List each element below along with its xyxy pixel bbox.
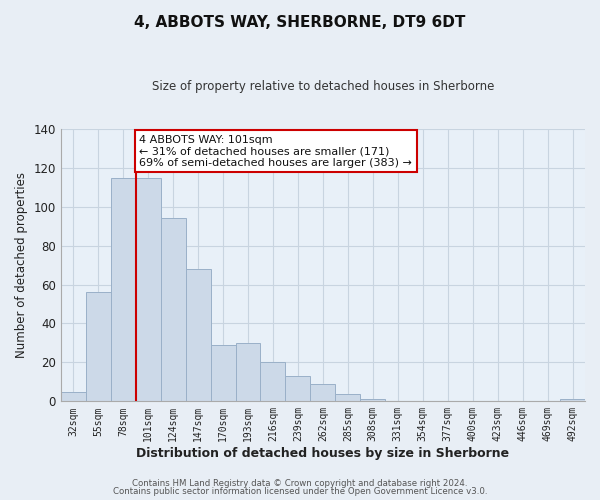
Y-axis label: Number of detached properties: Number of detached properties xyxy=(15,172,28,358)
Text: 4 ABBOTS WAY: 101sqm
← 31% of detached houses are smaller (171)
69% of semi-deta: 4 ABBOTS WAY: 101sqm ← 31% of detached h… xyxy=(139,134,412,168)
Bar xyxy=(236,343,260,402)
X-axis label: Distribution of detached houses by size in Sherborne: Distribution of detached houses by size … xyxy=(136,447,509,460)
Bar xyxy=(211,345,236,402)
Bar xyxy=(560,400,585,402)
Bar xyxy=(260,362,286,402)
Bar xyxy=(136,178,161,402)
Text: Contains public sector information licensed under the Open Government Licence v3: Contains public sector information licen… xyxy=(113,487,487,496)
Bar xyxy=(86,292,111,402)
Text: 4, ABBOTS WAY, SHERBORNE, DT9 6DT: 4, ABBOTS WAY, SHERBORNE, DT9 6DT xyxy=(134,15,466,30)
Bar xyxy=(286,376,310,402)
Text: Contains HM Land Registry data © Crown copyright and database right 2024.: Contains HM Land Registry data © Crown c… xyxy=(132,478,468,488)
Title: Size of property relative to detached houses in Sherborne: Size of property relative to detached ho… xyxy=(152,80,494,93)
Bar xyxy=(361,400,385,402)
Bar xyxy=(185,269,211,402)
Bar xyxy=(161,218,185,402)
Bar xyxy=(310,384,335,402)
Bar xyxy=(335,394,361,402)
Bar xyxy=(61,392,86,402)
Bar xyxy=(111,178,136,402)
